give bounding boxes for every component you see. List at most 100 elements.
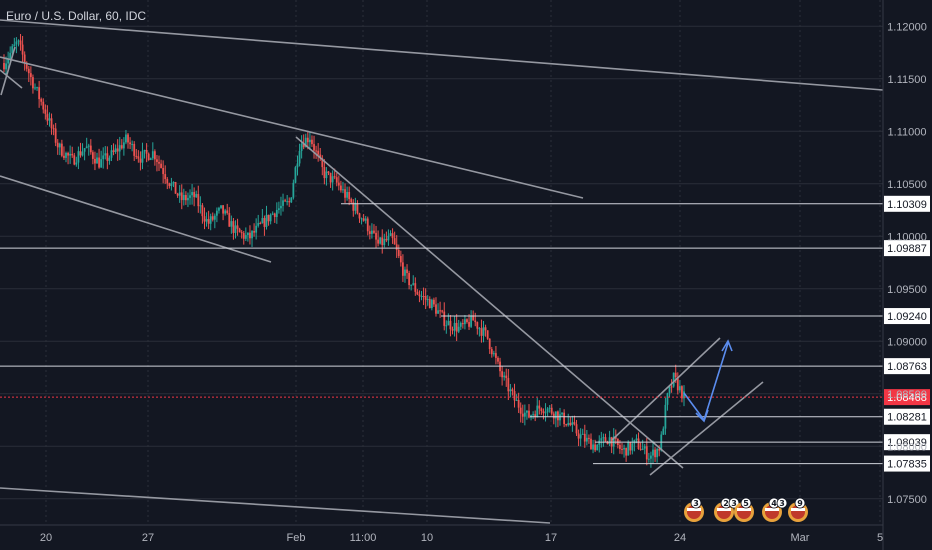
event-count-label: 2 — [723, 499, 729, 508]
trendline[interactable] — [0, 56, 584, 199]
candle-body — [284, 200, 286, 202]
candle-body — [120, 145, 123, 149]
candle-body — [249, 232, 251, 239]
x-axis-tick-label: 20 — [40, 532, 52, 544]
candle-body — [147, 153, 150, 160]
candle-body — [563, 412, 566, 425]
candle-body — [662, 428, 665, 435]
candle-body — [298, 150, 301, 164]
candle-body — [488, 338, 491, 350]
price-level-badge — [884, 240, 930, 257]
candle-body — [484, 327, 487, 331]
candle-body — [565, 424, 568, 426]
price-level-badge — [884, 195, 930, 212]
candle-body — [110, 150, 113, 158]
candle-body — [470, 315, 473, 327]
candle-body — [600, 438, 603, 441]
candle-body — [391, 233, 394, 239]
candle-body — [676, 377, 679, 391]
candle-body — [271, 213, 274, 215]
candle-body — [612, 436, 615, 447]
candle-body — [263, 218, 266, 227]
candle-body — [242, 233, 245, 239]
candle-body — [259, 223, 262, 225]
candle-body — [629, 442, 632, 451]
trendline[interactable] — [295, 136, 684, 469]
price-level-badge — [884, 389, 930, 406]
candle-body — [557, 411, 559, 421]
event-count-badge — [794, 497, 806, 509]
channel-upper[interactable] — [611, 337, 721, 441]
candle-body — [153, 151, 156, 160]
candle-body — [546, 408, 549, 413]
candle-body — [13, 44, 16, 47]
candle-body — [207, 219, 210, 224]
candle-body — [201, 205, 204, 217]
y-axis-tick-label: 1.09000 — [887, 336, 927, 348]
candle-body — [344, 189, 346, 198]
candle-body — [623, 447, 625, 450]
y-axis-tick-label: 1.10000 — [887, 231, 927, 243]
candle-body — [9, 52, 12, 59]
candle-body — [306, 137, 309, 143]
candle-body — [261, 218, 264, 224]
candle-body — [362, 218, 365, 221]
candle-body — [542, 411, 545, 414]
candle-body — [133, 143, 136, 156]
price-level-label: 1.08281 — [887, 412, 927, 424]
candle-body — [87, 145, 90, 147]
candle-body — [302, 143, 305, 148]
event-count-label: 3 — [693, 499, 699, 508]
candle-body — [48, 118, 51, 121]
candle-body — [505, 375, 508, 379]
candle-body — [430, 299, 433, 309]
candle-body — [509, 389, 512, 392]
candle-body — [58, 143, 61, 148]
candle-body — [666, 393, 669, 405]
candle-body — [50, 118, 53, 129]
candle-body — [501, 371, 504, 378]
candle-body — [38, 87, 41, 100]
candle-body — [635, 438, 638, 440]
trendline[interactable] — [0, 46, 16, 96]
event-count-label: 3 — [779, 499, 785, 508]
candle-body — [304, 137, 307, 148]
candle-body — [315, 150, 317, 152]
candle-body — [191, 192, 193, 196]
candle-body — [178, 192, 181, 196]
x-axis-tick-label: 10 — [421, 532, 433, 544]
candle-body — [114, 148, 117, 153]
candle-body — [79, 151, 82, 156]
trendline[interactable] — [0, 487, 551, 524]
candle-body — [418, 294, 421, 297]
event-flag-stripe — [717, 508, 731, 511]
candle-body — [75, 162, 78, 165]
trendline[interactable] — [0, 69, 23, 89]
candle-body — [608, 437, 611, 445]
candle-body — [131, 143, 134, 145]
candle-body — [532, 414, 535, 416]
candle-body — [213, 215, 216, 220]
candle-body — [480, 328, 483, 336]
y-axis-tick-label: 1.12000 — [887, 21, 927, 33]
candle-body — [69, 153, 72, 156]
candle-body — [17, 40, 20, 42]
candle-body — [122, 142, 125, 149]
x-axis-tick-label: 17 — [545, 532, 557, 544]
projection-arrowhead-up — [721, 339, 733, 352]
candle-body — [96, 157, 98, 164]
candle-body — [598, 440, 601, 445]
candle-body — [205, 219, 208, 222]
trendline[interactable] — [0, 19, 884, 91]
candle-body — [193, 192, 196, 198]
candle-body — [627, 442, 630, 456]
candle-body — [156, 159, 158, 162]
candle-body — [253, 231, 255, 233]
event-count-badge — [690, 497, 702, 509]
candle-body — [327, 171, 330, 173]
candle-body — [60, 143, 63, 156]
candle-body — [77, 151, 80, 163]
candle-body — [3, 63, 5, 70]
